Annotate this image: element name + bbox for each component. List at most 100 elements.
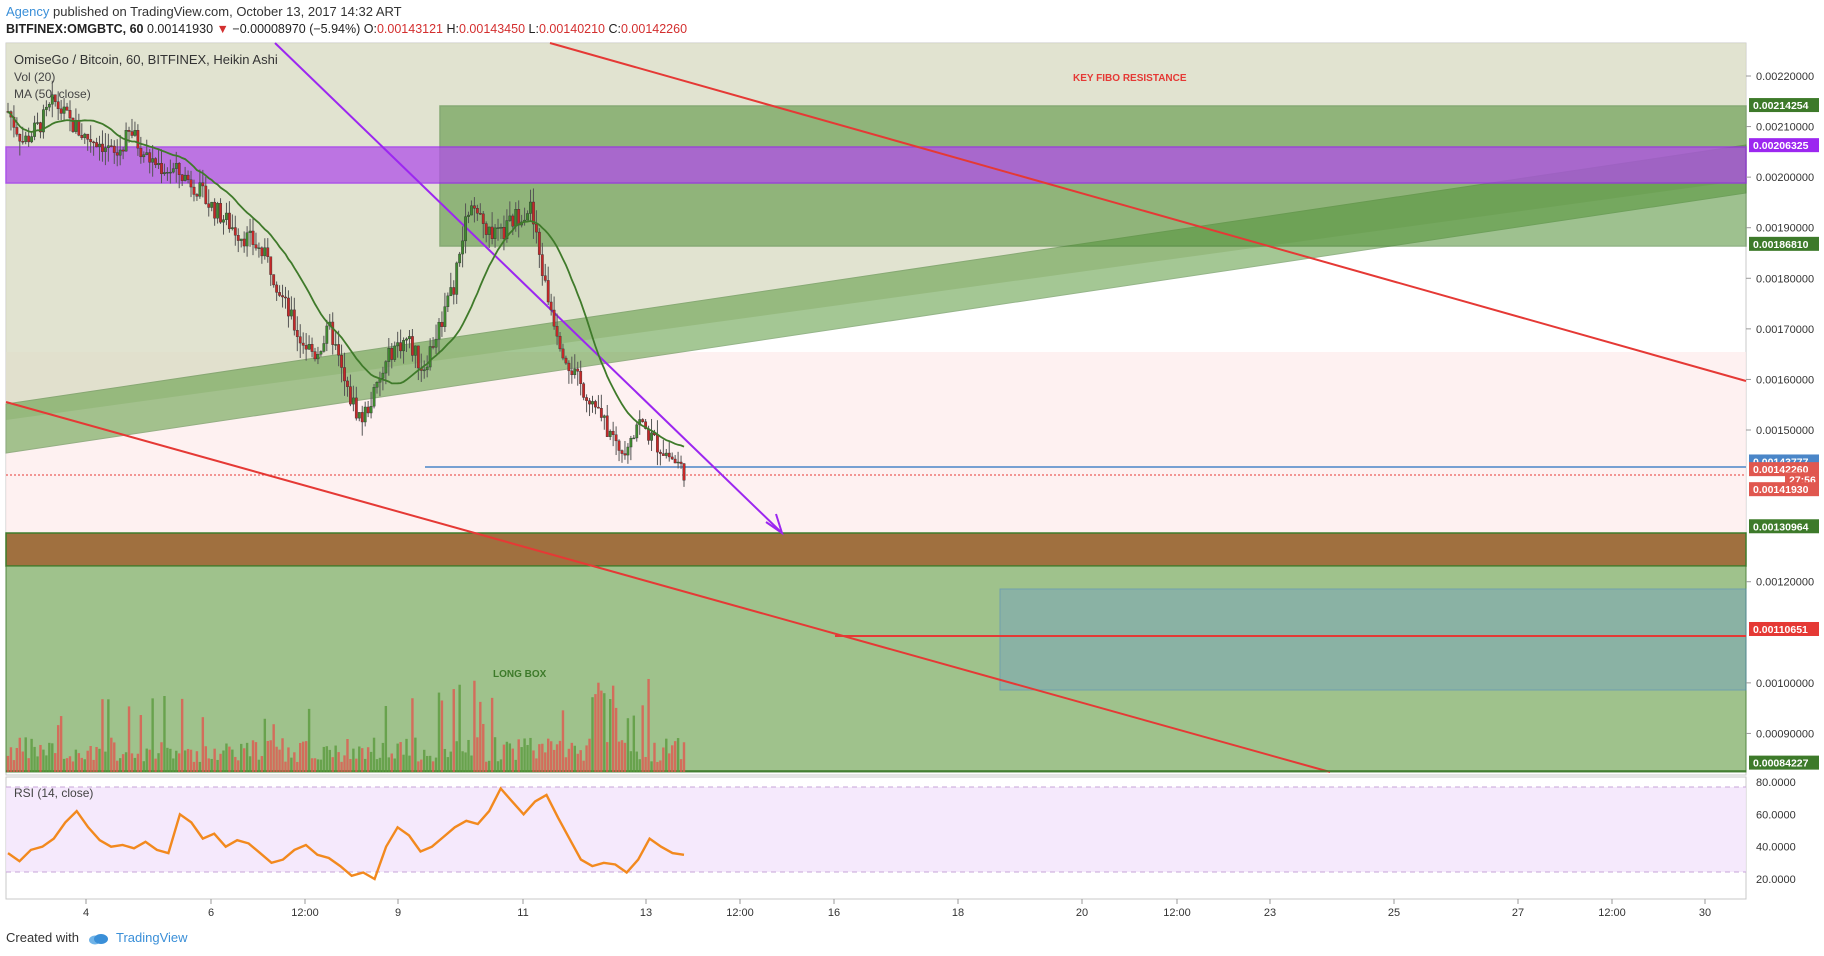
volume-bar [133, 757, 137, 772]
footer: Created with TradingView [6, 930, 188, 945]
candle-body [552, 309, 556, 327]
price-axis[interactable]: 0.00220000 0.00210000 0.00200000 0.00190000… [1746, 71, 1814, 740]
candle-body [337, 344, 341, 356]
volume-bar [136, 753, 140, 772]
volume-bar [443, 748, 447, 772]
candle-body [86, 133, 90, 140]
volume-bar [116, 760, 119, 772]
volume-bar [458, 684, 461, 772]
price-tag: 0.00186810 [1749, 236, 1819, 251]
volume-bar [576, 753, 579, 772]
volume-bar [411, 698, 414, 772]
volume-bar [641, 705, 644, 772]
volume-bar [33, 746, 36, 772]
candle-body [369, 405, 373, 414]
time-tick-label: 27 [1512, 907, 1524, 919]
candle-body [331, 321, 335, 345]
candle-body [360, 412, 364, 423]
candle-body [484, 223, 488, 235]
candle-body [585, 397, 588, 401]
volume-bar [192, 761, 196, 772]
price-tick-label: 0.00200000 [1756, 172, 1814, 184]
volume-bar [62, 758, 66, 772]
candle-body [266, 247, 270, 257]
rsi-tick-label: 20.0000 [1756, 874, 1796, 886]
volume-bar [48, 742, 51, 772]
last-price: 0.00141930 [147, 22, 214, 36]
volume-bar [287, 747, 290, 772]
candle-body [157, 163, 160, 166]
candle-body [68, 110, 72, 119]
volume-bar [154, 758, 157, 772]
candle-body [411, 336, 414, 356]
volume-bar [511, 748, 514, 772]
candle-body [207, 203, 211, 208]
symbol-header: BITFINEX:OMGBTC, 60 0.00141930 ▼ −0.0000… [6, 22, 687, 36]
candle-body [623, 453, 627, 456]
candle-body [635, 424, 639, 439]
candle-body [588, 400, 591, 405]
candle-body [614, 434, 618, 442]
time-axis[interactable]: 4 6 12:00 9 11 13 12:00 16 18 20 12:00 23 25 27 12:00 3… [83, 899, 1711, 919]
candle-body [121, 149, 125, 152]
candle-body [676, 461, 680, 464]
volume-bar [408, 755, 411, 772]
tradingview-link[interactable]: TradingView [116, 930, 188, 945]
volume-bar [124, 752, 128, 772]
fibo-annotation: KEY FIBO RESISTANCE [1073, 73, 1187, 84]
volume-bar [95, 746, 98, 772]
candle-body [242, 238, 246, 247]
candle-body [53, 94, 57, 102]
volume-bar [573, 745, 576, 772]
volume-bar [139, 715, 143, 772]
candle-body [210, 201, 214, 208]
volume-bar [245, 742, 249, 772]
volume-bar [461, 751, 464, 772]
candle-body [440, 321, 444, 327]
candle-body [269, 256, 273, 275]
author-link[interactable]: Agency [6, 4, 50, 19]
candle-body [461, 240, 465, 255]
volume-bar [195, 751, 199, 772]
candle-body [558, 335, 562, 350]
volume-bar [213, 748, 216, 772]
candle-body [310, 344, 314, 352]
candle-body [136, 130, 140, 149]
candle-body [428, 346, 432, 368]
candle-body [183, 174, 187, 181]
candle-body [540, 254, 544, 276]
rsi-legend: RSI (14, close) [14, 786, 93, 800]
volume-bar [263, 718, 267, 772]
candle-body [499, 227, 503, 229]
candle-body [171, 168, 175, 173]
candle-body [304, 345, 308, 350]
volume-bar [56, 725, 60, 772]
volume-bar [231, 749, 234, 772]
candle-body [481, 213, 485, 224]
volume-bar [204, 746, 207, 772]
volume-bar [493, 737, 497, 772]
volume-bar [476, 737, 479, 772]
candle-body [151, 158, 155, 163]
price-tick-label: 0.00220000 [1756, 71, 1814, 83]
support-box [5, 532, 1747, 567]
volume-bar [600, 690, 603, 772]
volume-bar [570, 742, 574, 772]
candle-body [109, 145, 113, 147]
candle-body [142, 154, 146, 158]
volume-bar [520, 747, 523, 772]
candle-body [180, 174, 184, 181]
candle-body [248, 230, 252, 233]
candle-body [629, 438, 633, 448]
chart-canvas[interactable]: KEY FIBO RESISTANCE LONG BOX OmiseGo / B… [0, 0, 1824, 920]
candle-body [670, 456, 674, 460]
volume-bar [251, 740, 255, 772]
candle-body [27, 135, 31, 143]
candle-body [298, 336, 302, 344]
candle-body [80, 135, 84, 139]
candle-body [47, 104, 51, 108]
candle-body [18, 134, 22, 142]
candle-body [21, 141, 25, 143]
volume-bar [582, 760, 585, 772]
price-tag-label: 0.00110651 [1753, 624, 1808, 636]
